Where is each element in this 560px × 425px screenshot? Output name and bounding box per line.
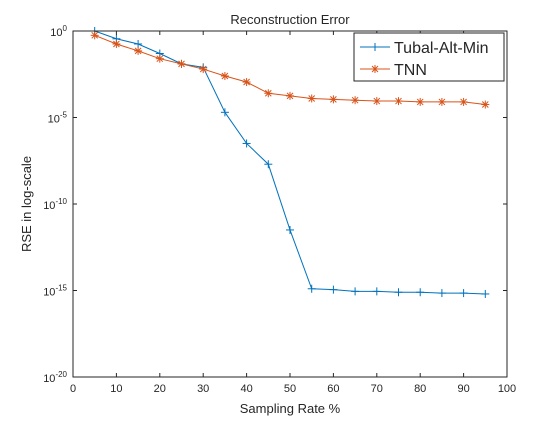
- data-point-tubal-alt-min: [351, 287, 360, 296]
- data-point-tnn: [481, 100, 490, 109]
- data-point-tubal-alt-min: [307, 284, 316, 293]
- data-point-tubal-alt-min: [220, 108, 229, 117]
- legend-label-tnn: TNN: [394, 62, 427, 79]
- data-point-tnn: [177, 59, 186, 68]
- x-tick-label: 10: [110, 383, 122, 395]
- data-point-tnn: [220, 71, 229, 80]
- data-point-tnn: [242, 78, 251, 87]
- data-point-tnn: [264, 89, 273, 98]
- legend-marker-tnn: [371, 65, 379, 73]
- data-point-tnn: [372, 97, 381, 106]
- x-tick-label: 90: [457, 383, 469, 395]
- x-tick-label: 20: [154, 383, 166, 395]
- x-tick-label: 100: [498, 383, 516, 395]
- x-tick-label: 70: [371, 383, 383, 395]
- legend-label-tubal-alt-min: Tubal-Alt-Min: [394, 40, 489, 57]
- data-point-tubal-alt-min: [416, 288, 425, 297]
- y-tick-label: 10-15: [43, 284, 67, 299]
- data-point-tubal-alt-min: [394, 288, 403, 297]
- x-tick-label: 80: [414, 383, 426, 395]
- data-point-tubal-alt-min: [242, 139, 251, 148]
- y-axis-title: RSE in log-scale: [19, 156, 34, 252]
- legend-box: [353, 32, 505, 82]
- x-tick-label: 50: [284, 383, 296, 395]
- data-point-tubal-alt-min: [286, 225, 294, 234]
- data-point-tubal-alt-min: [329, 285, 338, 294]
- data-point-tnn: [90, 31, 99, 40]
- data-point-tnn: [329, 95, 338, 104]
- data-point-tubal-alt-min: [437, 289, 446, 298]
- x-axis-title: Sampling Rate %: [240, 401, 341, 416]
- data-point-tnn: [459, 97, 468, 106]
- data-point-tnn: [112, 39, 121, 48]
- plot-area: [73, 31, 507, 377]
- x-tick-label: 40: [240, 383, 252, 395]
- data-point-tnn: [134, 46, 143, 55]
- data-point-tubal-alt-min: [134, 39, 143, 48]
- y-tick-label: 10-10: [43, 197, 67, 212]
- data-point-tnn: [416, 97, 425, 106]
- y-tick-label: 10-5: [48, 111, 68, 126]
- chart-title: Reconstruction Error: [230, 12, 350, 27]
- data-point-tnn: [394, 97, 403, 106]
- data-point-tubal-alt-min: [372, 287, 381, 296]
- x-tick-label: 0: [70, 383, 76, 395]
- data-point-tnn: [437, 97, 446, 106]
- y-tick-label: 100: [50, 24, 67, 39]
- data-point-tnn: [351, 96, 360, 105]
- data-point-tubal-alt-min: [264, 160, 273, 169]
- data-point-tnn: [286, 91, 294, 100]
- data-point-tnn: [307, 94, 316, 103]
- x-tick-label: 30: [197, 383, 209, 395]
- x-tick-label: 60: [327, 383, 339, 395]
- data-point-tubal-alt-min: [481, 289, 490, 298]
- legend-marker-tubal-alt-min: [371, 43, 379, 51]
- data-point-tnn: [199, 65, 208, 74]
- y-tick-label: 10-20: [43, 370, 67, 385]
- data-point-tubal-alt-min: [459, 289, 468, 298]
- data-point-tnn: [155, 54, 164, 63]
